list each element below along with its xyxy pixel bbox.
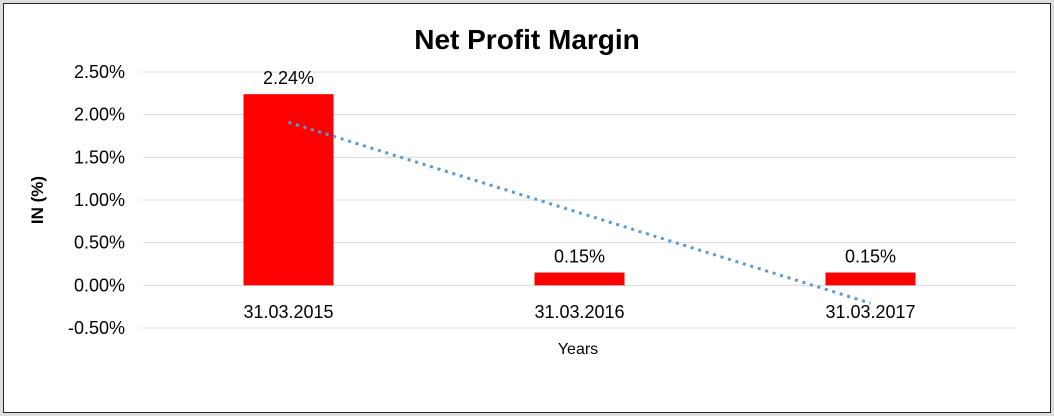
y-tick-label: 1.00% [74,190,125,210]
data-label: 2.24% [263,68,314,88]
x-category-label: 31.03.2016 [534,302,624,322]
y-tick-label: 0.50% [74,233,125,253]
chart-title: Net Profit Margin [414,24,640,55]
y-tick-label: 2.50% [74,62,125,82]
x-category-label: 31.03.2017 [825,302,915,322]
data-label: 0.15% [845,247,896,267]
bar-31.03.2017 [825,272,916,286]
y-tick-label: 2.00% [74,105,125,125]
y-tick-label: 1.50% [74,147,125,167]
x-category-label: 31.03.2015 [243,302,333,322]
x-axis-title: Years [557,341,599,358]
plot-area: 2.50% 2.00% 1.50% 1.00% 0.50% 0.00% -0.50% 2.24… [68,62,1016,338]
chart-canvas: Net Profit Margin 2.50% 2.00% 1.50% 1.00% 0.… [3,3,1051,413]
y-tick-label: -0.50% [68,318,125,338]
bar-31.03.2015 [243,94,334,286]
data-label: 0.15% [554,247,605,267]
y-tick-label: 0.00% [74,275,125,295]
trendline [288,120,871,305]
y-axis-title: IN (%) [28,175,47,225]
bar-31.03.2016 [534,272,625,286]
